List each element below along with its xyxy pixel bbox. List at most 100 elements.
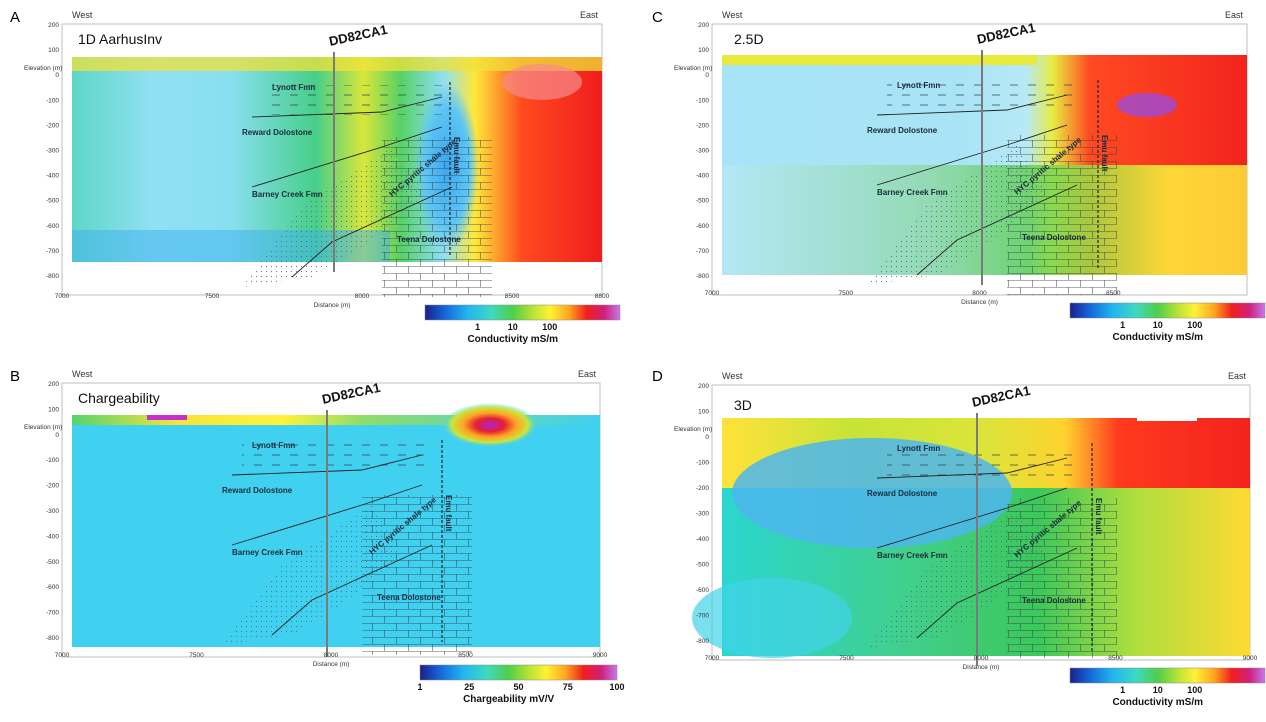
x-tick-label: 7500 [189,652,204,659]
geo-bricks [382,137,492,297]
colorbar-tick: 100 [542,322,557,332]
y-tick-label: 200 [698,22,709,29]
colorbar-tick: 1 [475,322,480,332]
colorbar-tick: 1 [417,682,422,692]
field-hot [1117,93,1177,117]
field-surface [72,415,600,425]
geo-label: Reward Dolostone [242,128,313,137]
geo-label: Barney Creek Fmn [877,551,948,560]
y-tick-label: 100 [698,409,709,416]
colorbar-tick: 1 [1120,685,1125,695]
y-tick-label: -800 [696,638,709,645]
colorbar-label: Conductivity mS/m [467,334,558,345]
x-tick-label: 8500 [505,293,520,300]
geo-label: Teena Dolostone [397,235,461,244]
colorbar-tick: 100 [609,682,624,692]
x-tick-label: 8500 [1106,290,1121,297]
geo-label: Teena Dolostone [1022,233,1086,242]
panel-letter: D [652,368,663,385]
panel-letter: A [10,9,20,26]
y-tick-label: -400 [46,533,59,540]
y-axis-label: Elevation (m) [24,424,62,431]
geo-label: Lynott Fmn [272,83,315,92]
geo-label: Lynott Fmn [897,444,940,453]
y-tick-label: -600 [46,584,59,591]
geo-bricks [362,495,472,655]
colorbar-label: Conductivity mS/m [1112,697,1203,708]
geo-label: Barney Creek Fmn [232,548,303,557]
y-tick-label: -700 [46,248,59,255]
colorbar [419,664,618,681]
colorbar-tick: 25 [464,682,474,692]
y-tick-label: -400 [46,173,59,180]
geo-bricks [1007,498,1117,658]
x-tick-label: 7000 [705,290,720,297]
panel-letter: B [10,368,20,385]
x-tick-label: 8000 [355,293,370,300]
panel-title: Chargeability [78,390,160,406]
geo-line [231,484,423,546]
geo-line [876,94,1068,116]
y-tick-label: -200 [46,122,59,129]
geo-line [916,184,1078,276]
geo-dash [887,446,1077,476]
y-tick-label: -600 [696,587,709,594]
y-axis-label: Elevation (m) [674,65,712,72]
y-tick-label: -600 [696,223,709,230]
x-axis-label: Distance (m) [314,302,351,309]
geo-label: Emu fault [444,495,453,532]
west-label: West [722,10,743,20]
y-tick-label: -800 [696,273,709,280]
x-tick-label: 7000 [55,652,70,659]
field-hot [442,403,538,447]
field-blob [692,578,852,658]
title-box [730,30,852,50]
west-label: West [72,10,93,20]
geo-dots [867,508,1047,648]
y-tick-label: 100 [48,47,59,54]
panel-title: 2.5D [734,31,764,47]
field-hot-strip [147,415,187,420]
geo-line [231,454,423,476]
colorbar [424,304,621,321]
y-tick-label: -700 [46,610,59,617]
colorbar-tick: 10 [508,322,518,332]
geo-line [876,487,1068,549]
title-box [74,389,196,409]
y-tick-label: -700 [696,613,709,620]
y-tick-label: -500 [46,198,59,205]
y-tick-label: 0 [55,72,59,79]
panel-title: 3D [734,397,752,413]
east-label: East [578,369,597,379]
x-tick-label: 8000 [974,655,989,662]
colorbar [1069,302,1266,319]
colorbar-tick: 10 [1153,685,1163,695]
title-box [74,30,196,50]
y-tick-label: 200 [48,22,59,29]
geo-line [251,126,443,188]
colorbar [1069,667,1266,684]
y-tick-label: -200 [696,485,709,492]
x-axis-label: Distance (m) [313,661,350,668]
geo-label: Lynott Fmn [252,441,295,450]
geo-label: Reward Dolostone [867,489,938,498]
x-tick-label: 7500 [839,290,854,297]
east-label: East [580,10,599,20]
colorbar-tick: 100 [1187,685,1202,695]
y-tick-label: -500 [46,559,59,566]
y-tick-label: -500 [696,198,709,205]
geo-label: Emu fault [452,137,461,174]
y-tick-label: -200 [46,483,59,490]
y-tick-label: -500 [696,562,709,569]
geo-dots [222,505,402,645]
geo-line [916,547,1078,639]
geo-label: Barney Creek Fmn [877,188,948,197]
x-axis-label: Distance (m) [963,664,1000,671]
geo-label: Reward Dolostone [222,486,293,495]
field-surface [722,55,1037,65]
